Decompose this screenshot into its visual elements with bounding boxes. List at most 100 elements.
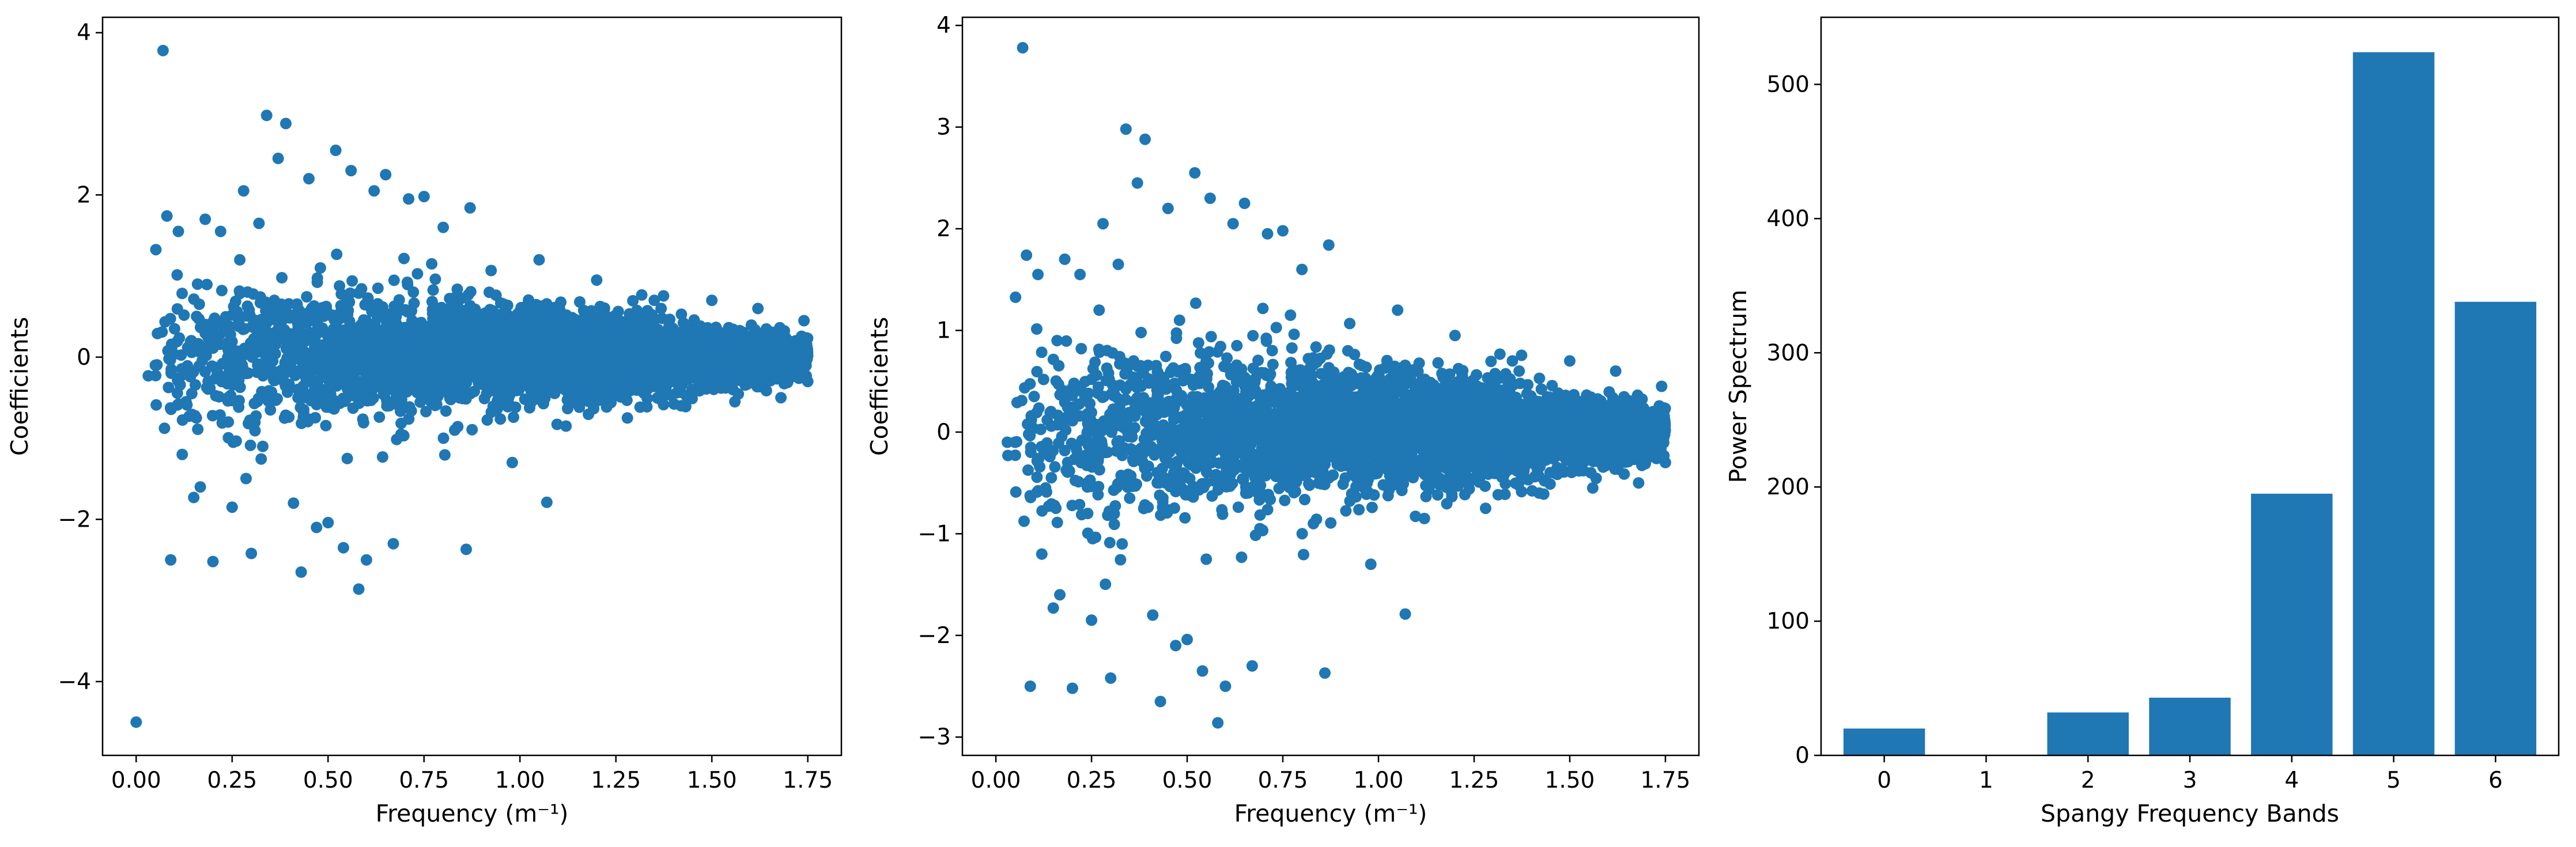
scatter-point	[746, 352, 758, 364]
scatter-point	[176, 448, 188, 460]
scatter-point	[570, 370, 582, 383]
scatter-point	[372, 282, 384, 294]
scatter-point	[269, 294, 280, 307]
scatter-point	[644, 356, 656, 368]
scatter-point	[262, 388, 274, 400]
scatter-point	[418, 191, 430, 203]
scatter-point	[726, 356, 738, 368]
scatter-point	[248, 337, 260, 349]
scatter-point	[172, 225, 184, 237]
scatter-point	[485, 406, 497, 418]
scatter-point	[476, 368, 488, 380]
scatter-point	[528, 302, 541, 314]
scatter-point	[166, 341, 178, 353]
scatter-point	[330, 144, 342, 156]
scatter-point	[211, 362, 222, 373]
scatter-point	[378, 335, 390, 347]
scatter-point	[447, 312, 459, 324]
scatter-point	[390, 386, 402, 398]
scatter-point	[172, 374, 184, 386]
scatter-point	[176, 288, 188, 300]
scatter-point	[533, 254, 545, 266]
scatter-point	[506, 456, 518, 468]
scatter-point	[494, 413, 507, 425]
scatter-point	[460, 543, 472, 555]
scatter-point	[191, 278, 203, 290]
scatter-point	[165, 403, 177, 415]
scatter-point	[202, 383, 214, 395]
scatter-point	[451, 333, 463, 345]
scatter-point	[186, 388, 198, 399]
scatter-point	[415, 366, 427, 378]
scatter-point	[188, 491, 200, 504]
scatter-point	[1018, 515, 1030, 527]
scatter-point	[380, 169, 392, 181]
scatter-point	[352, 389, 364, 401]
scatter-point	[407, 322, 419, 334]
scatter-point	[279, 409, 292, 421]
scatter-point	[380, 360, 392, 372]
scatter-point	[414, 382, 426, 394]
scatter-point	[511, 384, 523, 396]
scatter-point	[524, 398, 537, 410]
scatter-point	[168, 323, 180, 335]
scatter-point	[188, 293, 200, 305]
scatter-point	[150, 244, 162, 256]
scatter-point	[180, 396, 192, 408]
scatter-point	[222, 416, 235, 428]
scatter-point	[739, 379, 751, 391]
scatter-point	[244, 439, 256, 451]
scatter-point	[1366, 501, 1378, 513]
scatter-point	[574, 296, 586, 308]
scatter-point	[175, 349, 187, 361]
scatter-point	[240, 472, 252, 485]
scatter-point	[260, 325, 272, 337]
scatter-points-left	[130, 44, 814, 728]
scatter-point	[678, 354, 690, 366]
scatter-point	[337, 542, 349, 554]
scatter-point	[199, 366, 211, 378]
scatter-point	[760, 385, 772, 396]
scatter-point	[230, 345, 242, 357]
scatter-point	[395, 417, 407, 429]
scatter-point	[500, 396, 512, 408]
scatter-panel-left: 0.00 0.25 0.50 0.75 1.00 1.25 1.50 1.75 −4−2024…	[6, 16, 843, 827]
scatter-point	[190, 379, 201, 391]
scatter-point	[1031, 323, 1043, 335]
scatter-point	[301, 291, 313, 303]
scatter-point	[368, 185, 380, 197]
scatter-point	[216, 285, 228, 297]
scatter-point	[280, 118, 292, 130]
scatter-point	[364, 331, 376, 343]
scatter-point	[579, 324, 591, 336]
scatter-point	[448, 346, 460, 358]
scatter-point	[509, 401, 522, 413]
scatter-point	[263, 340, 275, 352]
scatter-point	[255, 453, 267, 465]
scatter-point	[632, 360, 644, 372]
scatter-point	[314, 262, 326, 274]
scatter-point	[291, 298, 303, 310]
scatter-point	[320, 300, 332, 312]
scatter-point	[654, 393, 666, 405]
scatter-point	[630, 337, 643, 349]
scatter-point	[594, 301, 606, 312]
scatter-point	[192, 423, 204, 435]
scatter-point	[194, 322, 206, 334]
scatter-point	[245, 547, 258, 559]
scatter-point	[236, 358, 248, 370]
scatter-point	[341, 377, 353, 389]
scatter-point	[271, 315, 284, 327]
scatter-point	[130, 716, 142, 728]
scatter-point	[234, 254, 246, 266]
scatter-point	[303, 173, 315, 185]
scatter-point	[377, 388, 390, 400]
scatter-point	[420, 351, 432, 364]
scatter-point	[346, 275, 358, 287]
scatter-point	[165, 554, 177, 566]
scatter-point	[311, 521, 323, 534]
x-tick-label: 1.50	[687, 767, 737, 793]
scatter-point	[677, 317, 689, 329]
scatter-point	[623, 369, 635, 381]
scatter-point	[156, 326, 168, 338]
